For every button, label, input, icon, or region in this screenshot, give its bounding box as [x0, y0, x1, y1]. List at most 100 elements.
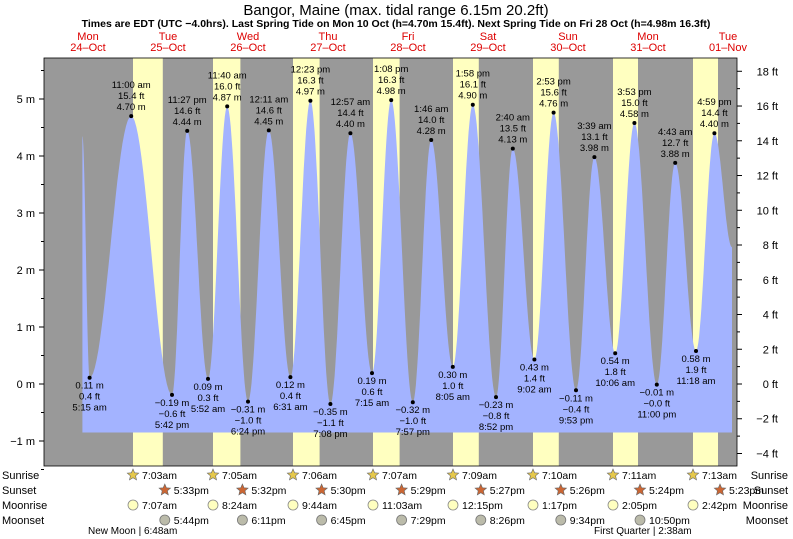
tide-m-label: 4.58 m — [620, 109, 649, 120]
tide-point — [673, 160, 678, 165]
moonrise-icon — [687, 499, 699, 511]
tide-m-label: 0.43 m — [520, 362, 549, 373]
date-label: 31–Oct — [630, 42, 665, 54]
tide-m-label: 3.98 m — [580, 143, 609, 154]
date-label: 25–Oct — [150, 42, 185, 54]
right-axis-label: 0 ft — [763, 379, 778, 391]
sunrise-icon — [686, 468, 700, 481]
date-label: 28–Oct — [390, 42, 425, 54]
moonset-icon — [396, 514, 408, 526]
tide-ft-label: 14.6 ft — [174, 106, 201, 117]
moonset-time: 7:29pm — [411, 515, 446, 527]
right-axis-label: 2 ft — [763, 344, 778, 356]
moonrise-icon — [127, 499, 139, 511]
row-label-left: Moonrise — [2, 500, 47, 512]
sunrise-icon — [286, 468, 300, 481]
tide-ft-label: 14.0 ft — [418, 115, 445, 126]
tide-point — [348, 131, 353, 136]
moonrise-icon — [447, 499, 459, 511]
sunset-time: 5:24pm — [649, 485, 684, 497]
tide-time-label: 5:15 am — [72, 403, 106, 414]
moonrise-icon — [367, 499, 379, 511]
sunrise-time: 7:07am — [382, 470, 417, 482]
sunset-time: 5:23pm — [729, 485, 764, 497]
moonset-icon — [555, 514, 567, 526]
tide-m-label: 4.28 m — [417, 126, 446, 137]
sunrise-time: 7:13am — [702, 470, 737, 482]
moonset-time: 9:34pm — [570, 515, 605, 527]
sunrise-icon — [446, 468, 460, 481]
tide-area — [82, 100, 732, 433]
tide-ft-label: 13.1 ft — [581, 132, 608, 143]
tide-time-label: 9:53 pm — [559, 415, 593, 426]
tide-ft-label: 13.5 ft — [500, 124, 527, 135]
tide-m-label: 0.30 m — [438, 370, 467, 381]
tide-m-label: 0.11 m — [75, 381, 103, 392]
sunrise-icon — [606, 468, 620, 481]
left-axis-label: 3 m — [17, 208, 35, 220]
tide-ft-label: −0.4 ft — [563, 404, 590, 415]
moonset-icon — [236, 514, 248, 526]
tide-m-label: 0.58 m — [681, 354, 710, 365]
tide-m-label: 4.76 m — [539, 99, 568, 110]
tide-ft-label: 1.4 ft — [524, 373, 545, 384]
tide-ft-label: 0.3 ft — [197, 393, 218, 404]
tide-point — [510, 146, 515, 151]
tide-point — [410, 400, 415, 405]
tide-time-label: 12:57 am — [331, 97, 371, 108]
day-of-week-label: Mon — [77, 31, 98, 43]
tide-ft-label: 15.6 ft — [540, 88, 567, 99]
tide-point — [206, 376, 210, 381]
tide-point — [592, 155, 597, 160]
tide-ft-label: −0.0 ft — [643, 399, 670, 410]
date-label: 26–Oct — [230, 42, 265, 54]
right-axis-label: 14 ft — [757, 136, 778, 148]
tide-point — [470, 102, 475, 107]
moonset-time: 6:45pm — [331, 515, 366, 527]
tide-point — [87, 375, 92, 380]
sunrise-time: 7:06am — [302, 470, 337, 482]
tide-time-label: 7:15 am — [355, 398, 389, 409]
row-label-left: Moonset — [2, 515, 44, 527]
right-axis-label: 10 ft — [757, 205, 778, 217]
tide-ft-label: 1.9 ft — [685, 365, 706, 376]
tide-m-label: 4.97 m — [296, 87, 325, 98]
moonset-time: 10:50pm — [649, 515, 690, 527]
tide-m-label: −0.32 m — [396, 405, 431, 416]
tide-time-label: 4:59 pm — [697, 97, 731, 108]
tide-ft-label: 14.4 ft — [701, 108, 728, 119]
tide-time-label: 8:52 pm — [479, 422, 513, 433]
moonrise-time: 2:05pm — [622, 500, 657, 512]
chart-title: Bangor, Maine (max. tidal range 6.15m 20… — [243, 2, 548, 19]
moonrise-time: 11:03am — [382, 500, 422, 512]
tide-m-label: 4.40 m — [700, 119, 729, 130]
tide-ft-label: 12.7 ft — [662, 138, 689, 149]
tide-point — [170, 392, 174, 397]
moonrise-time: 2:42pm — [702, 500, 737, 512]
tide-time-label: 12:23 pm — [291, 65, 331, 76]
date-label: 29–Oct — [470, 42, 505, 54]
tide-ft-label: 0.6 ft — [361, 387, 382, 398]
tide-point — [574, 388, 578, 393]
date-label: 27–Oct — [310, 42, 345, 54]
tide-point — [694, 348, 698, 353]
tide-m-label: 0.09 m — [193, 382, 222, 393]
right-axis-label: 12 ft — [757, 171, 778, 183]
tide-time-label: 7:57 pm — [396, 427, 430, 438]
sunrise-icon — [366, 468, 380, 481]
tide-point — [129, 114, 134, 119]
tide-time-label: 2:53 pm — [536, 77, 570, 88]
tide-point — [225, 104, 230, 109]
tide-point — [328, 401, 333, 406]
sunrise-time: 7:11am — [622, 470, 656, 482]
tide-m-label: −0.01 m — [640, 388, 675, 399]
sunset-icon — [633, 483, 647, 496]
moonrise-time: 8:24am — [222, 500, 257, 512]
left-axis-label: 4 m — [17, 151, 35, 163]
moonrise-time: 1:17pm — [542, 500, 577, 512]
tide-time-label: 6:24 pm — [231, 427, 265, 438]
tide-ft-label: 16.3 ft — [378, 75, 405, 86]
tide-point — [494, 395, 498, 400]
tide-point — [450, 364, 455, 369]
